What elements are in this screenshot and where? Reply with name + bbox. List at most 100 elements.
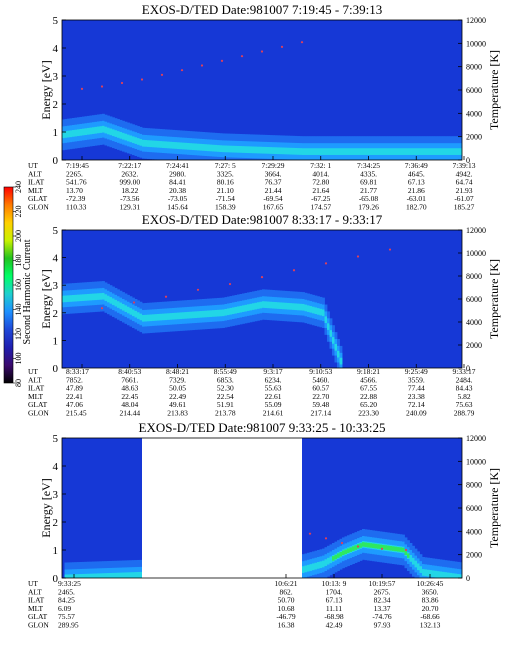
spectrogram-cell <box>74 574 78 578</box>
spectrogram-cell <box>244 146 248 153</box>
spectrogram-cell <box>144 140 148 147</box>
orbit-cell: 84.41 <box>169 178 186 187</box>
spectrogram-cell <box>257 302 260 309</box>
spectrogram-cell <box>457 148 460 155</box>
spectrogram-cell <box>439 148 443 155</box>
orbit-cell: 21.93 <box>456 186 473 195</box>
energy-tick-label: 0 <box>53 155 59 167</box>
spectrogram-cell <box>352 546 355 551</box>
orbit-cell: -61.07 <box>454 194 474 203</box>
energy-tick-label: 5 <box>53 15 59 27</box>
spectrogram-cell <box>434 570 438 578</box>
spectrogram-cell <box>239 146 243 153</box>
spectrogram-cell <box>139 138 143 146</box>
spectrogram-cell <box>427 569 430 577</box>
orbit-cell: 9:3:17 <box>263 367 282 376</box>
spectrogram-cell <box>92 573 95 578</box>
spectrogram-cell <box>372 148 375 155</box>
spectrogram-cell <box>454 573 458 578</box>
spectrogram-cell <box>452 573 455 578</box>
temperature-point <box>220 59 224 62</box>
spectrogram-cell <box>157 140 160 148</box>
orbit-cell: -73.05 <box>168 194 188 203</box>
spectrogram-cell <box>264 146 268 154</box>
spectrogram-cell <box>227 145 230 153</box>
energy-tick-label: 4 <box>53 43 59 55</box>
spectrogram-cell <box>307 305 310 312</box>
spectrogram-cell <box>82 568 85 578</box>
orbit-cell: 5460. <box>312 375 329 384</box>
temperature-point <box>380 547 384 550</box>
spectrogram-cell <box>317 308 320 315</box>
spectrogram-cell <box>279 147 283 155</box>
spectrogram-cell <box>264 301 268 309</box>
orbit-cell: 10:6:21 <box>275 579 298 588</box>
energy-tick-label: 0 <box>53 363 59 375</box>
orbit-cell: 22.54 <box>217 392 234 401</box>
spectrogram-cell <box>447 572 450 578</box>
orbit-cell: 60.57 <box>312 384 329 393</box>
orbit-cell: -71.54 <box>216 194 236 203</box>
spectrogram-cell <box>192 311 195 319</box>
orbit-cell: 22.49 <box>169 392 186 401</box>
orbit-cell: 2484. <box>456 375 473 384</box>
spectrogram-cell <box>212 144 215 152</box>
spectrogram-cell <box>374 148 378 155</box>
spectrogram-cell <box>164 313 168 321</box>
orbit-row-label: ILAT <box>28 384 45 393</box>
spectrogram-cell <box>284 147 288 155</box>
spectrogram-cell <box>227 308 230 316</box>
spectrogram-cell <box>117 572 120 578</box>
spectrogram-cell <box>294 147 298 155</box>
spectrogram-cell <box>62 131 65 139</box>
spectrogram-cell <box>434 148 438 155</box>
spectrogram-cell <box>407 148 410 155</box>
spectrogram-cell <box>127 134 130 142</box>
temperature-point <box>280 45 284 48</box>
panel-1-spectrogram <box>62 41 462 160</box>
panel-2-plot <box>62 230 462 368</box>
orbit-cell: 21.44 <box>265 186 282 195</box>
spectrogram-cell <box>312 306 315 314</box>
spectrogram-cell <box>64 569 68 578</box>
spectrogram-cell <box>334 554 338 560</box>
panel-3-spectrogram <box>64 438 462 578</box>
orbit-cell: 999.00 <box>119 178 140 187</box>
orbit-cell: 1704. <box>326 587 343 596</box>
spectrogram-cell <box>232 145 235 153</box>
orbit-cell: 6.09 <box>58 604 71 613</box>
spectrogram-cell <box>392 546 395 551</box>
spectrogram-cell <box>164 141 168 149</box>
spectrogram-cell <box>329 556 333 564</box>
spectrogram-cell <box>314 562 318 570</box>
spectrogram-cell <box>219 309 223 317</box>
spectrogram-cell <box>402 148 405 155</box>
spectrogram-cell <box>204 144 208 151</box>
spectrogram-cell <box>142 315 145 322</box>
orbit-cell: 158.39 <box>215 203 236 212</box>
orbit-cell: 67.13 <box>326 596 343 605</box>
spectrogram-cell <box>179 142 183 150</box>
spectrogram-cell <box>364 148 368 155</box>
spectrogram-cell <box>347 148 350 155</box>
orbit-row-label: ALT <box>28 169 42 178</box>
spectrogram-cell <box>207 144 210 152</box>
orbit-cell: 75.63 <box>456 400 473 409</box>
colorbar-tick-label: 220 <box>14 206 23 218</box>
spectrogram-cell <box>389 546 393 551</box>
spectrogram-cell <box>209 144 213 152</box>
temperature-tick-label: 10000 <box>466 457 486 466</box>
orbit-row-label: ILAT <box>28 596 45 605</box>
spectrogram-cell <box>144 314 148 322</box>
orbit-cell: 10:13: 9 <box>322 579 347 588</box>
spectrogram-cell <box>114 299 118 307</box>
temperature-tick-label: 10000 <box>466 39 486 48</box>
spectrogram-cell <box>372 543 375 549</box>
orbit-cell: 7329. <box>169 375 186 384</box>
spectrogram-cell <box>89 127 93 135</box>
spectrogram-cell <box>109 297 113 304</box>
spectrogram-cell <box>334 343 338 351</box>
spectrogram-cell <box>224 308 228 316</box>
orbit-cell: 50.70 <box>278 596 295 605</box>
orbit-row-label: UT <box>28 579 38 588</box>
